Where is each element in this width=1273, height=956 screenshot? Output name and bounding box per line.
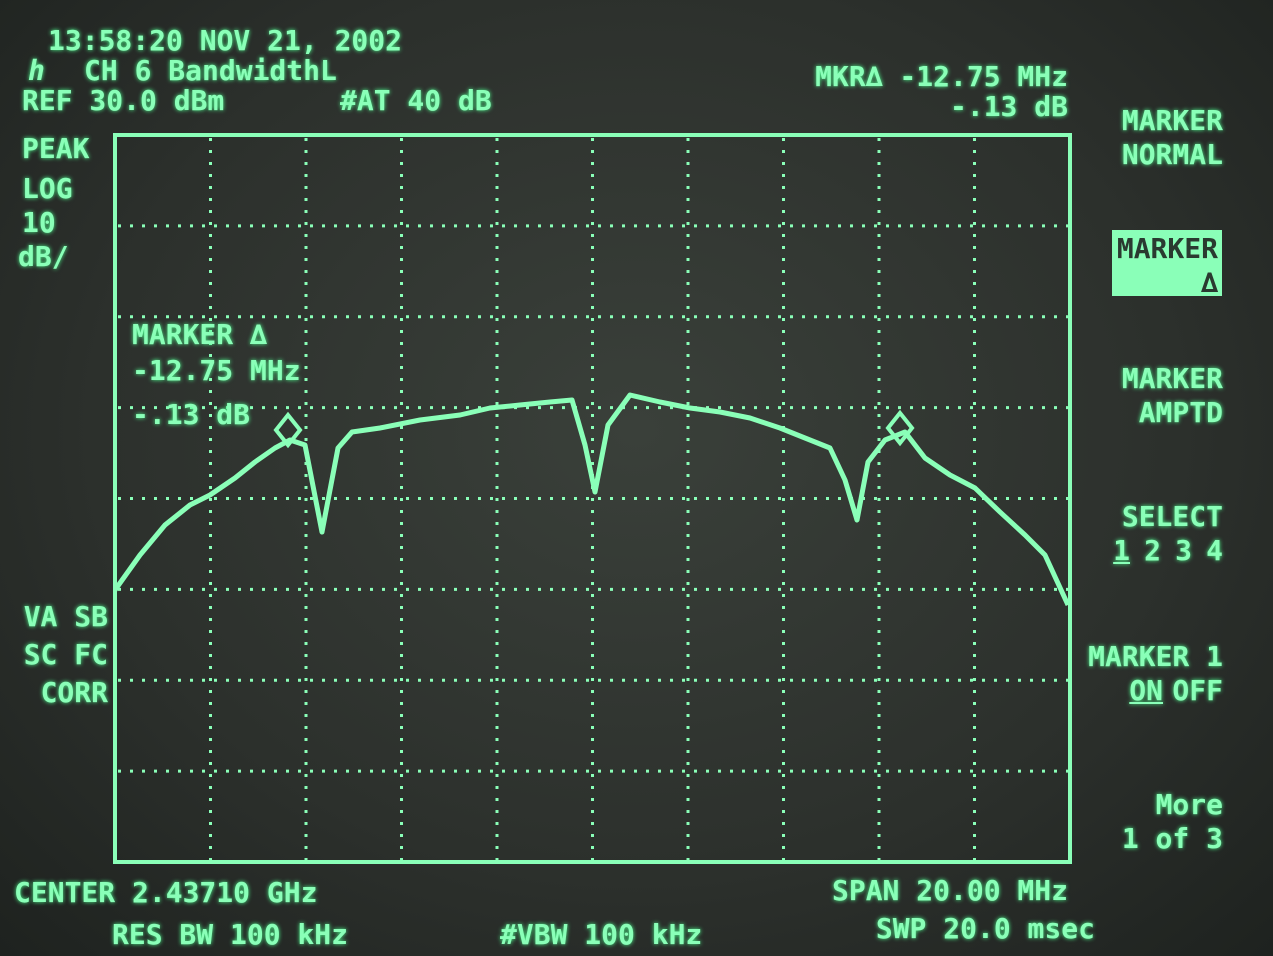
softkey-label[interactable]: More — [1155, 788, 1223, 821]
softkey-option[interactable]: 1 — [1113, 534, 1130, 567]
video-bandwidth: #VBW 100 kHz — [500, 918, 703, 951]
softkey-label[interactable]: SELECT — [1121, 500, 1223, 533]
softkey-option[interactable]: OFF — [1172, 674, 1223, 707]
status-flag: SC FC — [23, 638, 108, 671]
softkey-label[interactable]: MARKER — [1121, 362, 1223, 395]
grid — [118, 138, 1068, 860]
center-frequency: CENTER 2.43710 GHz — [14, 876, 318, 909]
left-annotation: dB/ — [18, 240, 69, 273]
left-annotation: 10 — [22, 206, 56, 239]
resolution-bandwidth: RES BW 100 kHz — [112, 918, 349, 951]
left-annotation: LOG — [22, 172, 73, 205]
marker-readout-frequency: -12.75 MHz — [132, 354, 301, 387]
softkey-label[interactable]: 1 of 3 — [1121, 822, 1223, 855]
softkey-label[interactable]: MARKER — [1116, 232, 1218, 265]
softkey-option[interactable]: 2 — [1144, 534, 1161, 567]
reference: REF 30.0 dBm — [22, 84, 225, 117]
graticule-border — [113, 133, 1072, 864]
timestamp: 13:58:20 NOV 21, 2002 — [48, 24, 403, 57]
marker-delta-frequency: MKR∆ -12.75 MHz — [815, 60, 1068, 93]
left-annotation: PEAK — [22, 132, 90, 165]
title: CH 6 BandwidthL — [84, 54, 337, 87]
softkey-label[interactable]: NORMAL — [1121, 138, 1223, 171]
status-flag: CORR — [40, 676, 108, 709]
marker-readout-amplitude: -.13 dB — [132, 398, 251, 431]
softkey-highlight[interactable] — [1112, 230, 1222, 296]
sweep-time: SWP 20.0 msec — [875, 912, 1095, 945]
softkey-label[interactable]: MARKER 1 — [1088, 640, 1223, 673]
softkey-option[interactable]: 4 — [1206, 534, 1223, 567]
marker-readout-label: MARKER ∆ — [132, 318, 267, 351]
status-flag: VA SB — [23, 600, 108, 633]
attenuation: #AT 40 dB — [340, 84, 492, 117]
trace — [112, 392, 1071, 607]
softkey-label[interactable]: AMPTD — [1138, 396, 1223, 429]
softkey-label[interactable]: MARKER — [1121, 104, 1223, 137]
softkey-label[interactable]: ∆ — [1201, 266, 1218, 299]
marker-delta-amplitude: -.13 dB — [949, 90, 1068, 123]
softkey-option[interactable]: ON — [1129, 674, 1163, 707]
marker-diamond — [885, 409, 915, 447]
span: SPAN 20.00 MHz — [831, 874, 1068, 907]
softkey-option[interactable]: 3 — [1175, 534, 1192, 567]
marker-diamond — [273, 411, 303, 449]
hp-logo: ℎ — [28, 54, 45, 87]
